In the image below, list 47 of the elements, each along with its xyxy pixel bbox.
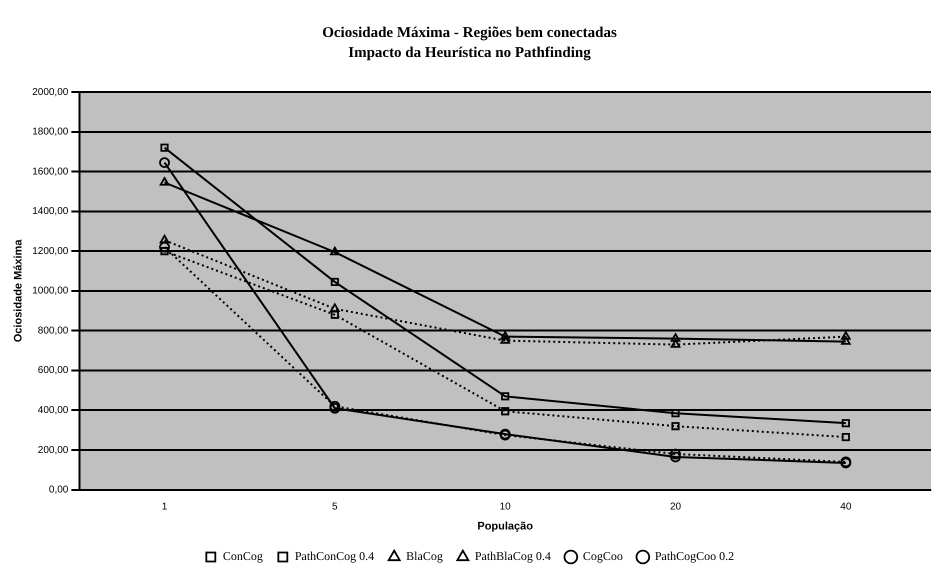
point — [330, 246, 340, 256]
y-tick-label: 0,00 — [48, 484, 69, 496]
point — [330, 278, 339, 286]
point — [159, 157, 170, 168]
point — [841, 336, 851, 345]
point — [842, 433, 850, 442]
x-tick-label: 40 — [840, 502, 852, 513]
point — [160, 144, 169, 152]
legend-label: ConCog — [222, 549, 263, 564]
y-tick-label: 200,00 — [38, 444, 69, 456]
legend-label: CogCoo — [582, 549, 623, 564]
point — [330, 303, 340, 312]
point — [841, 331, 851, 340]
x-tick-label: 20 — [670, 502, 682, 513]
legend-label: PathBlaCog 0.4 — [474, 549, 551, 564]
point — [160, 234, 170, 244]
x-axis-title: População — [477, 520, 534, 532]
y-tick-label: 600,00 — [38, 365, 69, 376]
point — [160, 247, 169, 256]
x-tick-label: 5 — [332, 502, 338, 513]
point — [671, 422, 680, 430]
legend-label: PathCogCoo 0.2 — [654, 549, 734, 564]
point — [842, 419, 850, 428]
point — [670, 333, 680, 342]
legend-label: PathConCog 0.4 — [294, 549, 374, 564]
point — [670, 452, 681, 462]
point — [670, 339, 680, 348]
y-tick-label: 800,00 — [38, 325, 69, 336]
point — [159, 242, 170, 253]
x-tick-label: 1 — [162, 502, 168, 513]
y-tick-label: 2000,00 — [32, 86, 69, 98]
y-tick-label: 1800,00 — [32, 126, 69, 138]
legend-label: BlaCog — [406, 549, 443, 564]
y-axis-title: Ociosidade Máxima — [12, 238, 25, 342]
point — [500, 335, 510, 344]
y-tick-label: 1200,00 — [32, 246, 69, 257]
point — [160, 177, 170, 186]
x-tick-label: 10 — [500, 502, 512, 513]
point — [501, 407, 510, 416]
chart-title: Ociosidade Máxima - Regiões bem conectadas — [322, 24, 617, 41]
point — [501, 392, 510, 400]
y-tick-label: 400,00 — [38, 404, 69, 416]
point — [500, 331, 510, 340]
y-tick-label: 1000,00 — [32, 286, 69, 297]
y-tick-label: 1400,00 — [32, 206, 69, 218]
chart-subtitle: Impacto da Heurística no Pathfinding — [348, 44, 592, 61]
y-tick-label: 1600,00 — [32, 166, 69, 178]
